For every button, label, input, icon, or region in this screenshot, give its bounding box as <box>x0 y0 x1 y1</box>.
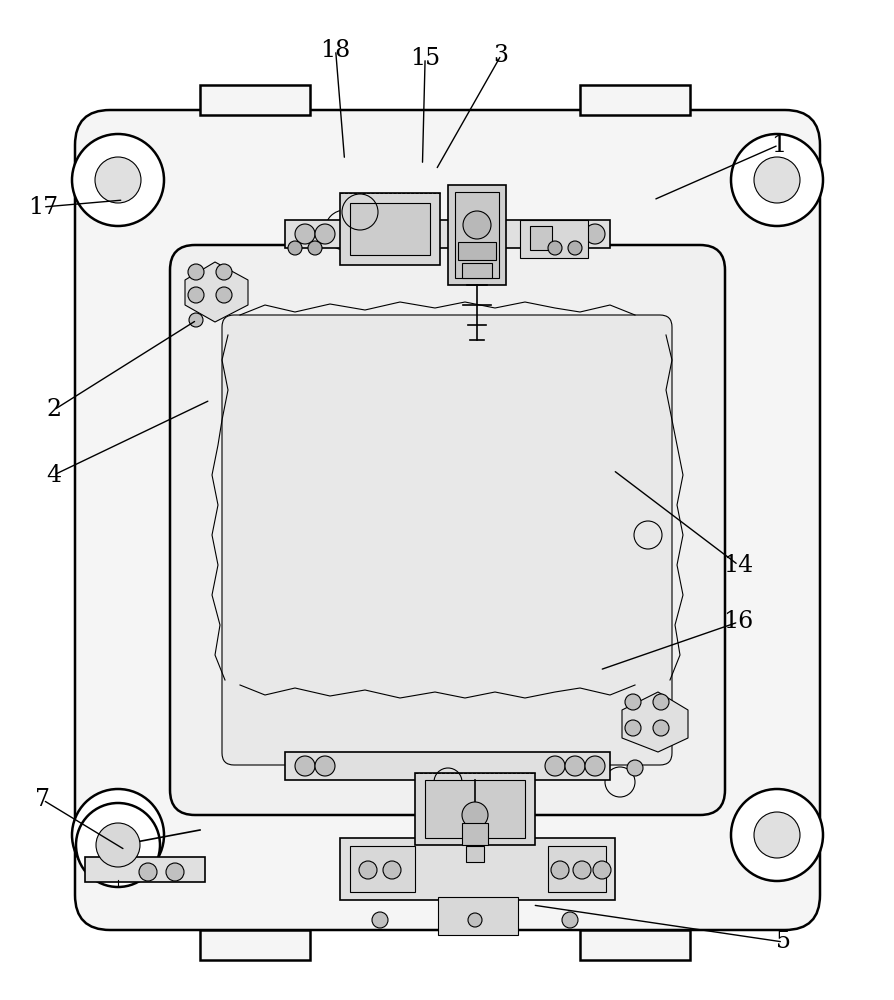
Bar <box>547 846 605 892</box>
Circle shape <box>551 861 569 879</box>
Bar <box>284 752 610 780</box>
Bar <box>425 780 525 838</box>
Circle shape <box>585 224 604 244</box>
Circle shape <box>564 224 585 244</box>
Circle shape <box>215 287 232 303</box>
Circle shape <box>315 756 334 776</box>
Bar <box>350 846 415 892</box>
Circle shape <box>165 863 184 881</box>
Text: 7: 7 <box>36 788 50 811</box>
Circle shape <box>753 812 799 858</box>
Polygon shape <box>185 262 248 322</box>
Circle shape <box>547 241 561 255</box>
Text: 18: 18 <box>320 39 350 62</box>
Circle shape <box>730 789 822 881</box>
Text: 1: 1 <box>771 134 785 157</box>
Text: 5: 5 <box>775 930 789 953</box>
Bar <box>415 773 535 845</box>
Circle shape <box>544 756 564 776</box>
Text: 17: 17 <box>28 196 58 219</box>
Circle shape <box>288 241 301 255</box>
Circle shape <box>561 912 578 928</box>
Circle shape <box>585 756 604 776</box>
Circle shape <box>139 863 156 881</box>
Bar <box>437 897 518 935</box>
FancyBboxPatch shape <box>222 315 671 765</box>
Circle shape <box>462 211 491 239</box>
Circle shape <box>189 313 203 327</box>
Bar <box>199 85 309 115</box>
Circle shape <box>95 812 141 858</box>
Circle shape <box>568 241 581 255</box>
Circle shape <box>308 241 322 255</box>
Circle shape <box>730 134 822 226</box>
Circle shape <box>72 134 164 226</box>
Bar <box>579 85 689 115</box>
Circle shape <box>188 287 204 303</box>
Circle shape <box>215 264 232 280</box>
Bar <box>466 846 484 862</box>
Circle shape <box>653 720 668 736</box>
Circle shape <box>188 264 204 280</box>
Bar <box>529 226 552 250</box>
Bar <box>350 203 429 255</box>
Circle shape <box>572 861 590 879</box>
Bar <box>461 263 492 278</box>
Bar <box>340 838 614 900</box>
Circle shape <box>76 803 160 887</box>
Circle shape <box>372 912 388 928</box>
Circle shape <box>96 823 139 867</box>
Circle shape <box>653 694 668 710</box>
FancyBboxPatch shape <box>170 245 724 815</box>
Circle shape <box>593 861 611 879</box>
Bar <box>340 193 440 265</box>
Bar <box>579 930 689 960</box>
Circle shape <box>544 224 564 244</box>
Circle shape <box>95 157 141 203</box>
Bar <box>448 185 505 285</box>
Text: 15: 15 <box>409 47 440 70</box>
Circle shape <box>315 224 334 244</box>
Circle shape <box>72 789 164 881</box>
Circle shape <box>358 861 376 879</box>
Text: 4: 4 <box>46 464 61 487</box>
Circle shape <box>468 913 482 927</box>
Circle shape <box>627 760 642 776</box>
Circle shape <box>295 756 315 776</box>
Circle shape <box>461 802 487 828</box>
Circle shape <box>753 157 799 203</box>
Text: 3: 3 <box>493 44 508 67</box>
Bar <box>199 930 309 960</box>
Bar <box>458 242 495 260</box>
Text: 2: 2 <box>46 398 61 422</box>
Polygon shape <box>621 692 687 752</box>
Bar <box>461 823 487 845</box>
Circle shape <box>624 694 640 710</box>
Circle shape <box>383 861 401 879</box>
Bar <box>284 220 610 248</box>
FancyBboxPatch shape <box>75 110 819 930</box>
Text: 16: 16 <box>722 610 753 634</box>
Bar <box>519 220 587 258</box>
Circle shape <box>295 224 315 244</box>
Bar <box>454 192 499 278</box>
Circle shape <box>624 720 640 736</box>
Text: 14: 14 <box>722 554 753 576</box>
Bar <box>85 857 205 882</box>
Circle shape <box>564 756 585 776</box>
